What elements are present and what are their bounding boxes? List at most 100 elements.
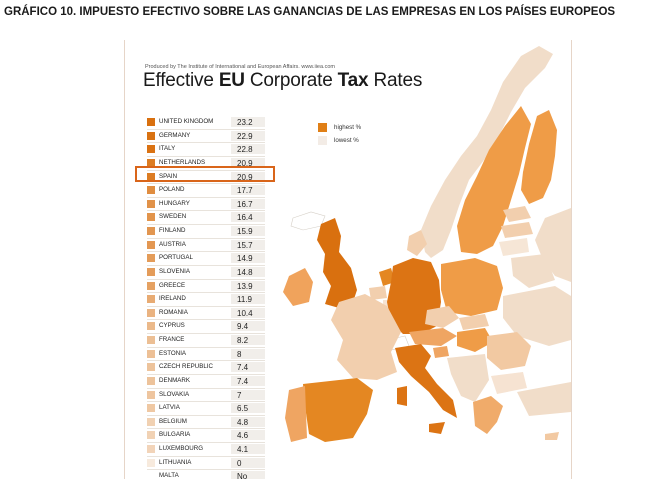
country-name: ROMANIA xyxy=(159,308,188,316)
country-swatch xyxy=(147,336,155,344)
country-name: FRANCE xyxy=(159,336,185,343)
country-name: SWEDEN xyxy=(159,213,187,221)
rate-value: 15.7 xyxy=(231,239,265,250)
table-row: POLAND 17.7 xyxy=(147,184,265,198)
table-row: BULGARIA 4.6 xyxy=(147,429,265,443)
country-swatch xyxy=(147,254,155,263)
map-norway xyxy=(421,46,553,258)
country-name: FINLAND xyxy=(159,227,186,234)
infographic-panel: Produced by The Institute of Internation… xyxy=(124,40,572,479)
europe-map xyxy=(283,46,571,442)
rate-value: 4.1 xyxy=(231,444,265,454)
table-row: CYPRUS 9.4 xyxy=(147,320,265,334)
country-swatch xyxy=(147,417,155,426)
country-name: LUXEMBOURG xyxy=(159,445,204,452)
map-belgium xyxy=(369,286,387,300)
rate-value: 13.9 xyxy=(231,280,265,291)
table-row: ESTONIA 8 xyxy=(147,348,265,362)
table-row: SLOVAKIA 7 xyxy=(147,389,265,403)
country-swatch xyxy=(147,458,155,467)
legend-highest-swatch xyxy=(318,123,327,132)
country-name: SLOVAKIA xyxy=(159,390,190,398)
country-swatch xyxy=(147,213,155,222)
rate-value: 7 xyxy=(231,389,265,400)
country-name: LATVIA xyxy=(159,404,180,412)
map-hungary xyxy=(457,328,493,352)
country-name: SLOVENIA xyxy=(159,267,190,275)
table-row: LATVIA 6.5 xyxy=(147,402,265,416)
country-swatch xyxy=(147,431,155,440)
country-swatch xyxy=(147,472,155,479)
table-row: ITALY 22.8 xyxy=(147,143,265,157)
rate-value: 22.8 xyxy=(231,144,265,155)
table-row: UNITED KINGDOM 23.2 xyxy=(147,116,265,130)
country-name: BULGARIA xyxy=(159,431,191,439)
country-swatch xyxy=(147,145,155,154)
rate-value: 0 xyxy=(231,457,265,468)
map-slovakia xyxy=(459,314,489,330)
table-row: PORTUGAL 14.9 xyxy=(147,252,265,266)
country-swatch xyxy=(147,118,155,126)
country-name: ESTONIA xyxy=(159,349,187,357)
country-name: PORTUGAL xyxy=(159,254,193,262)
country-swatch xyxy=(147,158,155,167)
map-balkans xyxy=(447,354,489,402)
map-netherlands xyxy=(379,268,395,286)
rate-value: 17.7 xyxy=(231,185,265,196)
country-swatch xyxy=(147,390,155,399)
map-spain xyxy=(303,378,373,442)
table-row: NETHERLANDS 20.9 xyxy=(147,157,265,171)
country-name: SPAIN xyxy=(159,172,178,180)
country-swatch xyxy=(147,322,155,331)
table-row: GREECE 13.9 xyxy=(147,280,265,294)
map-slovenia xyxy=(433,346,449,358)
country-swatch xyxy=(147,445,155,453)
headline-bold-1: EU xyxy=(218,70,245,91)
headline-part-2: Corporate xyxy=(244,70,338,91)
country-name: BELGIUM xyxy=(159,417,187,425)
country-name: GERMANY xyxy=(159,131,191,139)
country-swatch xyxy=(147,281,155,290)
headline-part-1: Effective xyxy=(143,70,219,91)
table-row: SPAIN 20.9 xyxy=(147,171,265,185)
table-row: BELGIUM 4.8 xyxy=(147,416,265,430)
country-name: ITALY xyxy=(159,145,176,153)
table-row: LITHUANIA 0 xyxy=(147,457,265,471)
highlight-box xyxy=(135,166,275,182)
country-swatch xyxy=(147,267,155,276)
rate-value: 8 xyxy=(231,348,265,359)
rate-table: UNITED KINGDOM 23.2 GERMANY 22.9 ITALY 22.8 NE… xyxy=(147,116,265,479)
rate-value: 20.9 xyxy=(231,157,265,168)
rate-value: 11.9 xyxy=(231,294,265,305)
map-turkey xyxy=(517,382,571,416)
map-austria xyxy=(409,328,457,346)
country-swatch xyxy=(147,404,155,413)
country-swatch xyxy=(147,172,155,181)
table-row: FRANCE 8.2 xyxy=(147,334,265,348)
rate-value: 7.4 xyxy=(231,375,265,386)
rate-value: 23.2 xyxy=(231,117,265,127)
country-swatch xyxy=(147,308,155,317)
table-row: FINLAND 15.9 xyxy=(147,225,265,239)
table-row: GERMANY 22.9 xyxy=(147,130,265,144)
table-row: CZECH REPUBLIC 7.4 xyxy=(147,361,265,375)
map-poland xyxy=(441,258,503,316)
country-name: CYPRUS xyxy=(159,322,185,330)
rate-value: 4.6 xyxy=(231,430,265,441)
rate-value: 20.9 xyxy=(231,171,265,182)
rate-value: 16.7 xyxy=(231,198,265,209)
country-swatch xyxy=(147,349,155,358)
map-finland xyxy=(521,110,557,204)
country-swatch xyxy=(147,227,155,235)
map-russia xyxy=(535,208,571,282)
country-swatch xyxy=(147,240,155,249)
country-swatch xyxy=(147,376,155,385)
producer-note: Produced by The Institute of Internation… xyxy=(145,64,335,70)
country-swatch xyxy=(147,363,155,372)
map-iceland xyxy=(290,211,326,231)
map-italy xyxy=(395,344,457,418)
map-portugal xyxy=(285,386,307,442)
table-row: SWEDEN 16.4 xyxy=(147,211,265,225)
map-latvia xyxy=(501,222,533,238)
map-cyprus xyxy=(545,432,559,440)
